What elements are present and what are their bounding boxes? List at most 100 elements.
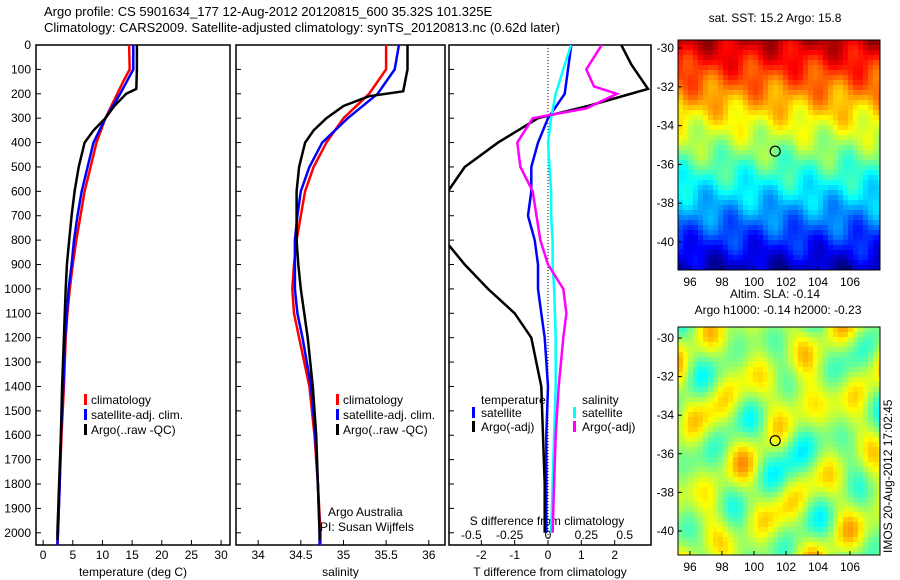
- map-cell: [693, 85, 698, 90]
- map-cell: [713, 135, 718, 140]
- map-cell: [798, 352, 803, 357]
- map-cell: [763, 170, 768, 175]
- map-cell: [813, 462, 818, 467]
- map-cell: [688, 542, 693, 547]
- map-cell: [738, 457, 743, 462]
- map-cell: [713, 342, 718, 347]
- map-cell: [703, 210, 708, 215]
- map-cell: [873, 527, 878, 532]
- map-cell: [783, 235, 788, 240]
- map-cell: [678, 457, 683, 462]
- map-cell: [703, 190, 708, 195]
- map-cell: [708, 502, 713, 507]
- map-cell: [803, 352, 808, 357]
- map-cell: [778, 337, 783, 342]
- map-cell: [768, 115, 773, 120]
- map-cell: [828, 145, 833, 150]
- map-cell: [703, 327, 708, 332]
- map-cell: [728, 437, 733, 442]
- map-cell: [813, 507, 818, 512]
- map-cell: [733, 427, 738, 432]
- map-cell: [823, 372, 828, 377]
- map-cell: [733, 342, 738, 347]
- map-cell: [778, 265, 783, 270]
- map-cell: [698, 140, 703, 145]
- map-cell: [798, 437, 803, 442]
- map-cell: [758, 427, 763, 432]
- map-cell: [728, 417, 733, 422]
- map-cell: [728, 165, 733, 170]
- map-cell: [873, 417, 878, 422]
- map-cell: [838, 160, 843, 165]
- map-cell: [723, 552, 728, 555]
- map-cell: [828, 235, 833, 240]
- map-cell: [788, 80, 793, 85]
- map-cell: [788, 200, 793, 205]
- map-cell: [683, 457, 688, 462]
- map-cell: [718, 487, 723, 492]
- map-cell: [843, 507, 848, 512]
- map-cell: [833, 427, 838, 432]
- map-cell: [763, 492, 768, 497]
- map-cell: [713, 240, 718, 245]
- map-cell: [853, 487, 858, 492]
- map-cell: [823, 175, 828, 180]
- map-cell: [853, 165, 858, 170]
- map-cell: [808, 457, 813, 462]
- map-cell: [878, 225, 880, 230]
- map-cell: [843, 195, 848, 200]
- map-cell: [828, 472, 833, 477]
- argo-location-marker: [769, 145, 781, 157]
- map-cell: [743, 265, 748, 270]
- map-cell: [868, 85, 873, 90]
- map-cell: [878, 487, 880, 492]
- map-cell: [828, 357, 833, 362]
- map-cell: [818, 235, 823, 240]
- map-cell: [823, 230, 828, 235]
- map-cell: [848, 105, 853, 110]
- map-cell: [768, 40, 773, 45]
- map-cell: [838, 125, 843, 130]
- map-cell: [773, 412, 778, 417]
- map-cell: [708, 180, 713, 185]
- map-cell: [863, 337, 868, 342]
- map-cell: [848, 160, 853, 165]
- map-cell: [728, 372, 733, 377]
- map-cell: [683, 200, 688, 205]
- map-cell: [713, 452, 718, 457]
- map-cell: [733, 230, 738, 235]
- map-cell: [813, 75, 818, 80]
- map-cell: [693, 337, 698, 342]
- map-cell: [843, 105, 848, 110]
- map-cell: [763, 417, 768, 422]
- map-cell: [833, 240, 838, 245]
- map-cell: [818, 337, 823, 342]
- map-cell: [803, 210, 808, 215]
- map-cell: [738, 492, 743, 497]
- map-cell: [803, 402, 808, 407]
- map-cell: [838, 457, 843, 462]
- map-cell: [738, 532, 743, 537]
- map-cell: [878, 255, 880, 260]
- map-cell: [843, 65, 848, 70]
- map-cell: [878, 245, 880, 250]
- map-cell: [683, 452, 688, 457]
- map-cell: [723, 250, 728, 255]
- map-cell: [878, 185, 880, 190]
- map-cell: [798, 332, 803, 337]
- map-cell: [858, 50, 863, 55]
- map-cell: [803, 165, 808, 170]
- map-cell: [798, 120, 803, 125]
- map-cell: [688, 382, 693, 387]
- map-cell: [873, 402, 878, 407]
- map-cell: [768, 372, 773, 377]
- map-cell: [803, 95, 808, 100]
- map-cell: [758, 120, 763, 125]
- map-cell: [733, 357, 738, 362]
- map-cell: [843, 40, 848, 45]
- map-cell: [798, 70, 803, 75]
- map-cell: [788, 517, 793, 522]
- map-cell: [813, 115, 818, 120]
- map-cell: [793, 337, 798, 342]
- map-cell: [773, 432, 778, 437]
